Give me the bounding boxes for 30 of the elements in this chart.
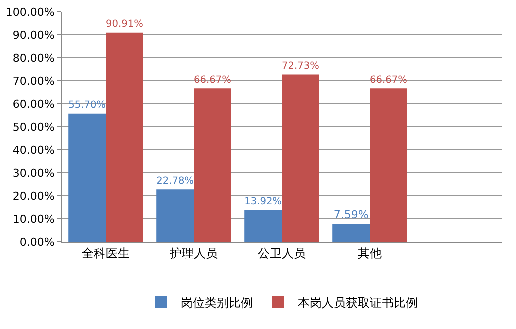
y-tick-label: 60.00% — [12, 98, 55, 111]
data-label: 22.78% — [156, 176, 194, 187]
bar — [194, 88, 232, 242]
data-label: 90.91% — [106, 19, 144, 30]
bar — [68, 114, 106, 242]
bar — [244, 210, 282, 242]
bar — [332, 224, 370, 242]
legend-label: 本岗人员获取证书比例 — [298, 296, 418, 310]
x-tick-label: 护理人员 — [169, 246, 218, 260]
y-tick-label: 10.00% — [12, 212, 55, 226]
y-tick-label: 50.00% — [12, 120, 55, 134]
legend-label: 岗位类别比例 — [181, 296, 253, 310]
y-tick-label: 30.00% — [12, 166, 55, 180]
y-tick-label: 0.00% — [20, 236, 55, 249]
x-tick-label: 其他 — [358, 246, 382, 260]
y-tick-label: 70.00% — [12, 74, 55, 88]
y-tick-label: 90.00% — [12, 28, 55, 42]
data-label: 7.59% — [334, 208, 369, 222]
y-tick-label: 20.00% — [12, 190, 55, 203]
bar — [370, 88, 408, 242]
y-tick-label: 40.00% — [12, 144, 55, 157]
y-tick-label: 100.00% — [6, 6, 55, 19]
bar — [156, 190, 194, 242]
y-tick-label: 80.00% — [12, 52, 55, 65]
x-tick-label: 全科医生 — [82, 246, 130, 260]
x-tick-label: 公卫人员 — [258, 246, 306, 260]
bar — [282, 74, 320, 242]
data-label: 72.73% — [282, 61, 320, 72]
bar — [106, 32, 144, 242]
data-label: 13.92% — [244, 196, 282, 208]
